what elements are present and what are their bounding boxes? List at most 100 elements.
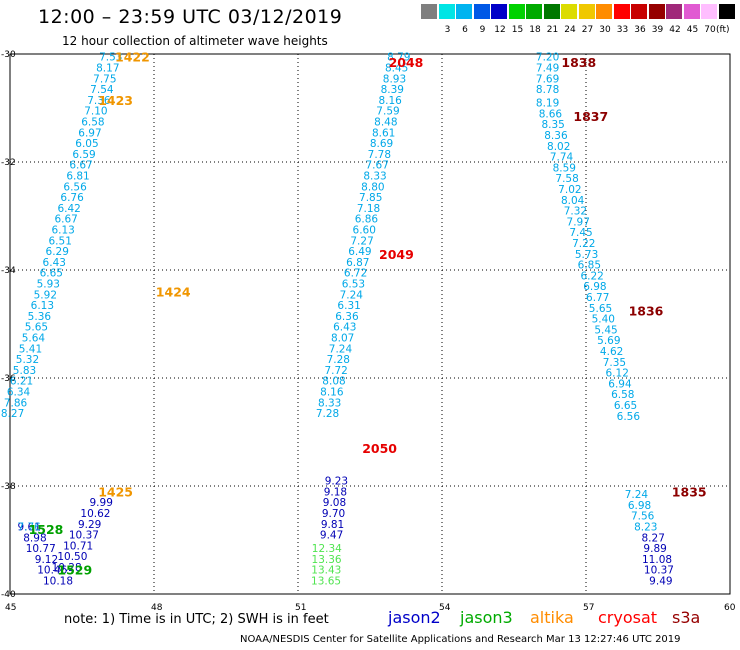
wave-height-value: 9.47 bbox=[320, 530, 343, 542]
wave-height-value: 10.50 bbox=[57, 551, 87, 563]
wave-height-value: 8.16 bbox=[320, 387, 344, 399]
scale-swatch bbox=[718, 4, 735, 19]
wave-height-value: 6.72 bbox=[344, 268, 367, 280]
pass-number: 1529 bbox=[57, 563, 92, 578]
wave-height-value: 5.65 bbox=[589, 303, 612, 315]
scale-unit: (ft) bbox=[716, 25, 730, 35]
wave-height-value: 6.98 bbox=[583, 281, 606, 293]
wave-height-value: 10.77 bbox=[26, 543, 56, 555]
scale-label: 15 bbox=[511, 25, 524, 35]
wave-height-value: 8.39 bbox=[381, 84, 404, 96]
legend-jason3: jason3 bbox=[460, 608, 513, 627]
wave-height-value: 7.78 bbox=[368, 149, 391, 161]
scale-label: 18 bbox=[529, 25, 541, 35]
wave-height-value: 8.07 bbox=[331, 333, 354, 345]
scale-swatch bbox=[613, 4, 630, 19]
wave-height-value: 6.22 bbox=[580, 270, 603, 282]
wave-height-value: 4.62 bbox=[600, 346, 623, 358]
wave-height-value: 5.93 bbox=[37, 279, 60, 291]
wave-height-value: 7.75 bbox=[93, 73, 116, 85]
scale-swatch bbox=[456, 4, 472, 19]
x-tick-label: 45 bbox=[5, 603, 16, 613]
wave-height-value: 5.64 bbox=[22, 333, 46, 345]
scale-swatch bbox=[666, 4, 682, 19]
wave-height-value: 6.58 bbox=[81, 117, 104, 129]
wave-height-value: 8.69 bbox=[370, 138, 393, 150]
wave-height-value: 7.28 bbox=[327, 354, 350, 366]
wave-height-value: 9.49 bbox=[649, 576, 672, 588]
wave-height-value: 8.02 bbox=[547, 141, 570, 153]
wave-height-value: 8.27 bbox=[1, 408, 24, 420]
wave-height-value: 9.23 bbox=[325, 476, 348, 488]
wave-height-value: 9.89 bbox=[643, 543, 666, 555]
scale-swatch bbox=[578, 4, 595, 19]
wave-height-value: 5.36 bbox=[28, 311, 52, 323]
wave-height-value: 7.02 bbox=[558, 184, 581, 196]
scale-label: 39 bbox=[651, 25, 664, 35]
x-tick-label: 54 bbox=[439, 603, 451, 613]
wave-height-value: 9.29 bbox=[78, 519, 101, 531]
wave-height-value: 8.33 bbox=[318, 397, 341, 409]
pass-number: 1836 bbox=[629, 304, 664, 319]
wave-height-value: 5.32 bbox=[16, 354, 39, 366]
wave-height-value: 7.36 bbox=[87, 95, 111, 107]
wave-height-value: 9.81 bbox=[321, 519, 344, 531]
wave-height-value: 8.79 bbox=[387, 52, 410, 64]
wave-height-value: 6.67 bbox=[69, 160, 92, 172]
wave-height-value: 6.98 bbox=[628, 500, 651, 512]
wave-height-value: 8.80 bbox=[361, 181, 384, 193]
y-tick-label: -30 bbox=[1, 50, 16, 60]
wave-height-value: 11.08 bbox=[642, 554, 672, 566]
y-tick-label: -36 bbox=[1, 374, 16, 384]
scale-label: 33 bbox=[616, 25, 629, 35]
scale-swatch bbox=[701, 4, 717, 19]
wave-height-value: 9.08 bbox=[323, 497, 346, 509]
wave-height-value: 9.18 bbox=[324, 486, 347, 498]
wave-height-value: 7.10 bbox=[84, 106, 107, 118]
wave-height-value: 6.12 bbox=[606, 368, 629, 380]
wave-height-value: 8.17 bbox=[96, 63, 119, 75]
wave-height-value: 8.16 bbox=[378, 95, 402, 107]
wave-height-value: 5.73 bbox=[575, 249, 598, 261]
wave-height-value: 8.61 bbox=[372, 127, 395, 139]
wave-height-value: 7.24 bbox=[340, 289, 364, 301]
wave-height-value: 10.62 bbox=[80, 508, 110, 520]
wave-height-value: 8.98 bbox=[23, 532, 46, 544]
x-tick-label: 48 bbox=[151, 603, 163, 613]
wave-height-value: 5.45 bbox=[594, 324, 617, 336]
wave-height-value: 6.97 bbox=[78, 127, 101, 139]
pass-number: 1422 bbox=[115, 50, 150, 65]
scale-label: 42 bbox=[669, 25, 681, 35]
wave-height-value: 5.92 bbox=[34, 289, 57, 301]
wave-height-value: 8.45 bbox=[385, 63, 408, 75]
wave-height-value: 6.53 bbox=[342, 279, 365, 291]
pass-number: 2048 bbox=[389, 55, 424, 70]
pass-number: 1837 bbox=[573, 109, 608, 124]
wave-height-value: 7.20 bbox=[536, 52, 559, 64]
wave-height-value: 8.35 bbox=[541, 119, 564, 131]
wave-height-value: 7.69 bbox=[536, 73, 559, 85]
wave-height-value: 6.94 bbox=[608, 378, 632, 390]
wave-height-value: 6.43 bbox=[43, 257, 66, 269]
wave-height-value: 5.41 bbox=[19, 343, 42, 355]
wave-height-value: 7.74 bbox=[550, 152, 574, 164]
pass-number: 1835 bbox=[672, 484, 707, 499]
pass-number: 2049 bbox=[379, 247, 414, 262]
wave-height-value: 7.59 bbox=[376, 106, 399, 118]
wave-height-value: 6.87 bbox=[346, 257, 369, 269]
footer-credit: NOAA/NESDIS Center for Satellite Applica… bbox=[240, 634, 681, 645]
wave-height-value: 8.93 bbox=[383, 73, 406, 85]
wave-height-value: 9.12 bbox=[35, 554, 58, 566]
scale-swatch bbox=[561, 4, 577, 19]
scale-swatch bbox=[438, 4, 455, 19]
wave-height-value: 7.24 bbox=[329, 343, 353, 355]
scale-label: 9 bbox=[479, 25, 486, 35]
wave-height-value: 7.67 bbox=[366, 160, 389, 172]
wave-height-value: 7.86 bbox=[4, 397, 28, 409]
wave-height-value: 5.65 bbox=[25, 322, 48, 334]
pass-number: 2050 bbox=[362, 441, 397, 456]
wave-height-value: 8.59 bbox=[553, 162, 576, 174]
wave-height-value: 13.36 bbox=[312, 554, 342, 566]
wave-height-value: 6.13 bbox=[31, 300, 54, 312]
wave-height-value: 6.42 bbox=[57, 203, 80, 215]
